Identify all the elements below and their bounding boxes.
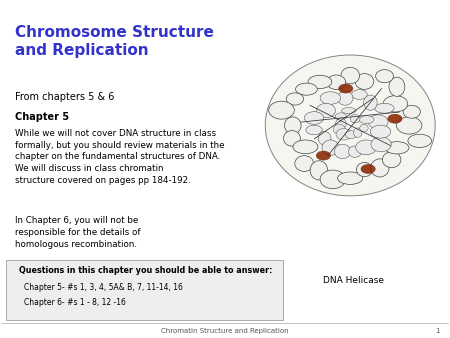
- Ellipse shape: [370, 125, 391, 138]
- Ellipse shape: [293, 140, 318, 154]
- Ellipse shape: [360, 124, 368, 132]
- Ellipse shape: [316, 103, 335, 118]
- Ellipse shape: [333, 124, 345, 134]
- Ellipse shape: [364, 95, 377, 110]
- Ellipse shape: [338, 172, 363, 185]
- Ellipse shape: [361, 165, 375, 173]
- Text: DNA Helicase: DNA Helicase: [324, 276, 384, 285]
- Ellipse shape: [296, 83, 317, 95]
- Ellipse shape: [403, 105, 420, 118]
- Ellipse shape: [322, 140, 339, 155]
- Ellipse shape: [375, 103, 394, 113]
- Text: Chromosome Structure
and Replication: Chromosome Structure and Replication: [15, 25, 214, 58]
- Ellipse shape: [336, 128, 351, 140]
- Ellipse shape: [310, 161, 328, 180]
- Ellipse shape: [284, 117, 301, 134]
- FancyBboxPatch shape: [6, 260, 283, 320]
- Ellipse shape: [341, 67, 360, 84]
- Text: Chromatin Structure and Replication: Chromatin Structure and Replication: [161, 328, 289, 334]
- Ellipse shape: [371, 159, 389, 177]
- Ellipse shape: [327, 75, 346, 90]
- Text: Chapter 5- #s 1, 3, 4, 5A& B, 7, 11-14, 16: Chapter 5- #s 1, 3, 4, 5A& B, 7, 11-14, …: [24, 283, 183, 292]
- Ellipse shape: [383, 96, 408, 112]
- Ellipse shape: [389, 77, 405, 96]
- Text: 1: 1: [435, 328, 440, 334]
- Ellipse shape: [335, 113, 346, 120]
- Ellipse shape: [396, 117, 422, 134]
- Ellipse shape: [284, 130, 301, 146]
- Ellipse shape: [334, 144, 351, 159]
- Text: Chapter 5: Chapter 5: [15, 112, 69, 122]
- Ellipse shape: [320, 92, 341, 104]
- Ellipse shape: [348, 146, 362, 157]
- Ellipse shape: [368, 115, 388, 129]
- Ellipse shape: [342, 107, 356, 114]
- Ellipse shape: [351, 90, 367, 99]
- Text: From chapters 5 & 6: From chapters 5 & 6: [15, 92, 114, 102]
- Ellipse shape: [286, 93, 304, 105]
- Ellipse shape: [359, 116, 374, 124]
- Ellipse shape: [308, 75, 332, 89]
- Ellipse shape: [388, 114, 402, 123]
- Text: Chapter 6- #s 1 - 8, 12 -16: Chapter 6- #s 1 - 8, 12 -16: [24, 298, 126, 307]
- Ellipse shape: [408, 134, 432, 147]
- Ellipse shape: [371, 137, 391, 152]
- Ellipse shape: [338, 91, 353, 105]
- Ellipse shape: [356, 163, 373, 177]
- Ellipse shape: [318, 131, 331, 145]
- Ellipse shape: [336, 118, 346, 129]
- Text: In Chapter 6, you will not be
responsible for the details of
homologous recombin: In Chapter 6, you will not be responsibl…: [15, 216, 140, 248]
- Ellipse shape: [350, 115, 360, 123]
- Ellipse shape: [304, 112, 324, 124]
- Ellipse shape: [265, 55, 435, 196]
- Ellipse shape: [320, 170, 346, 189]
- Ellipse shape: [382, 152, 401, 168]
- Text: Questions in this chapter you should be able to answer:: Questions in this chapter you should be …: [19, 266, 273, 275]
- Ellipse shape: [355, 74, 374, 89]
- Ellipse shape: [306, 125, 322, 135]
- Ellipse shape: [345, 131, 357, 139]
- Ellipse shape: [376, 70, 393, 83]
- Ellipse shape: [338, 84, 353, 93]
- Ellipse shape: [356, 140, 377, 155]
- Ellipse shape: [354, 128, 362, 138]
- Text: While we will not cover DNA structure in class
formally, but you should review m: While we will not cover DNA structure in…: [15, 129, 224, 185]
- Ellipse shape: [385, 142, 409, 154]
- Ellipse shape: [269, 101, 294, 119]
- Ellipse shape: [295, 156, 314, 171]
- Ellipse shape: [316, 151, 331, 160]
